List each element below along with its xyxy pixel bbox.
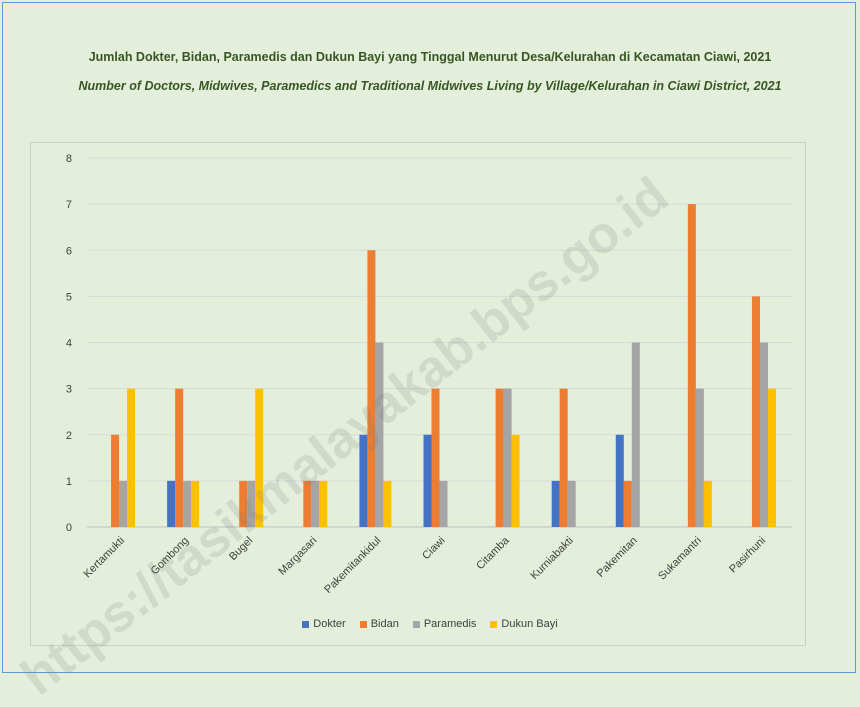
bar-dokter xyxy=(615,434,624,527)
x-tick-label: Gombong xyxy=(149,535,192,578)
y-tick-label: 7 xyxy=(66,199,72,211)
bar-bidan xyxy=(175,388,184,527)
bar-bidan xyxy=(559,388,568,527)
x-tick-label: Citamba xyxy=(474,534,512,572)
bar-dukun-bayi xyxy=(511,434,520,527)
bar-dukun-bayi xyxy=(255,388,264,527)
y-tick-label: 3 xyxy=(66,384,72,396)
bar-dukun-bayi xyxy=(191,480,200,527)
bar-paramedis xyxy=(759,342,768,527)
x-tick-label: Margasari xyxy=(276,535,319,578)
x-tick-label: Ciawi xyxy=(420,535,448,563)
bar-paramedis xyxy=(695,388,704,527)
legend-label: Dukun Bayi xyxy=(501,618,558,630)
x-tick-label: Bugel xyxy=(227,535,255,563)
legend-label: Dokter xyxy=(313,618,346,630)
bar-dukun-bayi xyxy=(767,388,776,527)
y-tick-label: 4 xyxy=(66,338,72,350)
bar-bidan xyxy=(495,388,504,527)
bar-dukun-bayi xyxy=(383,480,392,527)
chart-frame xyxy=(2,2,856,673)
bar-paramedis xyxy=(439,480,448,527)
legend-swatch xyxy=(359,620,367,628)
bar-paramedis xyxy=(631,342,640,527)
bar-bidan xyxy=(623,480,632,527)
bar-paramedis xyxy=(375,342,384,527)
legend-item: Bidan xyxy=(359,618,399,630)
x-tick-label: Kurniabakti xyxy=(528,535,575,582)
plot-area xyxy=(30,142,806,646)
bar-paramedis xyxy=(311,480,320,527)
legend-item: Dukun Bayi xyxy=(490,618,558,630)
x-tick-label: Pakemitan xyxy=(595,535,640,580)
y-tick-label: 2 xyxy=(66,430,72,442)
bar-chart: 0 1 2 3 4 5 6 7 8 Kertamukti Gombong Bugel Margasari… xyxy=(66,153,792,596)
legend-item: Paramedis xyxy=(412,618,477,630)
bar-dokter xyxy=(423,434,432,527)
x-tick-label: Kertamukti xyxy=(82,535,128,581)
y-tick-label: 0 xyxy=(66,522,72,534)
bar-dokter xyxy=(359,434,368,527)
legend-label: Bidan xyxy=(370,618,399,630)
x-tick-label: Pasirhuni xyxy=(727,535,768,576)
bar-dukun-bayi xyxy=(127,388,136,527)
chart-subtitle: Number of Doctors, Midwives, Paramedics … xyxy=(78,79,782,93)
bar-paramedis xyxy=(567,480,576,527)
bar-dukun-bayi xyxy=(319,480,328,527)
x-tick-label: Pakemitankidul xyxy=(322,535,383,596)
bar-bidan xyxy=(111,434,120,527)
y-tick-label: 8 xyxy=(66,153,72,165)
x-tick-label: Sukamantri xyxy=(656,535,704,583)
legend-swatch xyxy=(302,620,310,628)
bar-dokter xyxy=(167,480,176,527)
legend-item: Dokter xyxy=(302,618,346,630)
bar-bidan xyxy=(431,388,440,527)
y-tick-label: 5 xyxy=(66,291,72,303)
bar-bidan xyxy=(239,480,248,527)
bar-paramedis xyxy=(503,388,512,527)
bar-bidan xyxy=(367,250,376,527)
chart-title: Jumlah Dokter, Bidan, Paramedis dan Duku… xyxy=(88,50,772,64)
bar-dokter xyxy=(551,480,560,527)
y-tick-label: 6 xyxy=(66,245,72,257)
bar-bidan xyxy=(303,480,312,527)
bar-paramedis xyxy=(119,480,128,527)
bar-bidan xyxy=(751,296,760,527)
legend: Dokter Bidan Paramedis Dukun Bayi xyxy=(0,618,860,630)
bar-bidan xyxy=(687,204,696,527)
bar-dukun-bayi xyxy=(703,480,712,527)
legend-swatch xyxy=(490,620,498,628)
legend-label: Paramedis xyxy=(423,618,477,630)
legend-swatch xyxy=(412,620,420,628)
y-tick-label: 1 xyxy=(66,476,72,488)
bar-paramedis xyxy=(247,480,256,527)
bar-paramedis xyxy=(183,480,192,527)
